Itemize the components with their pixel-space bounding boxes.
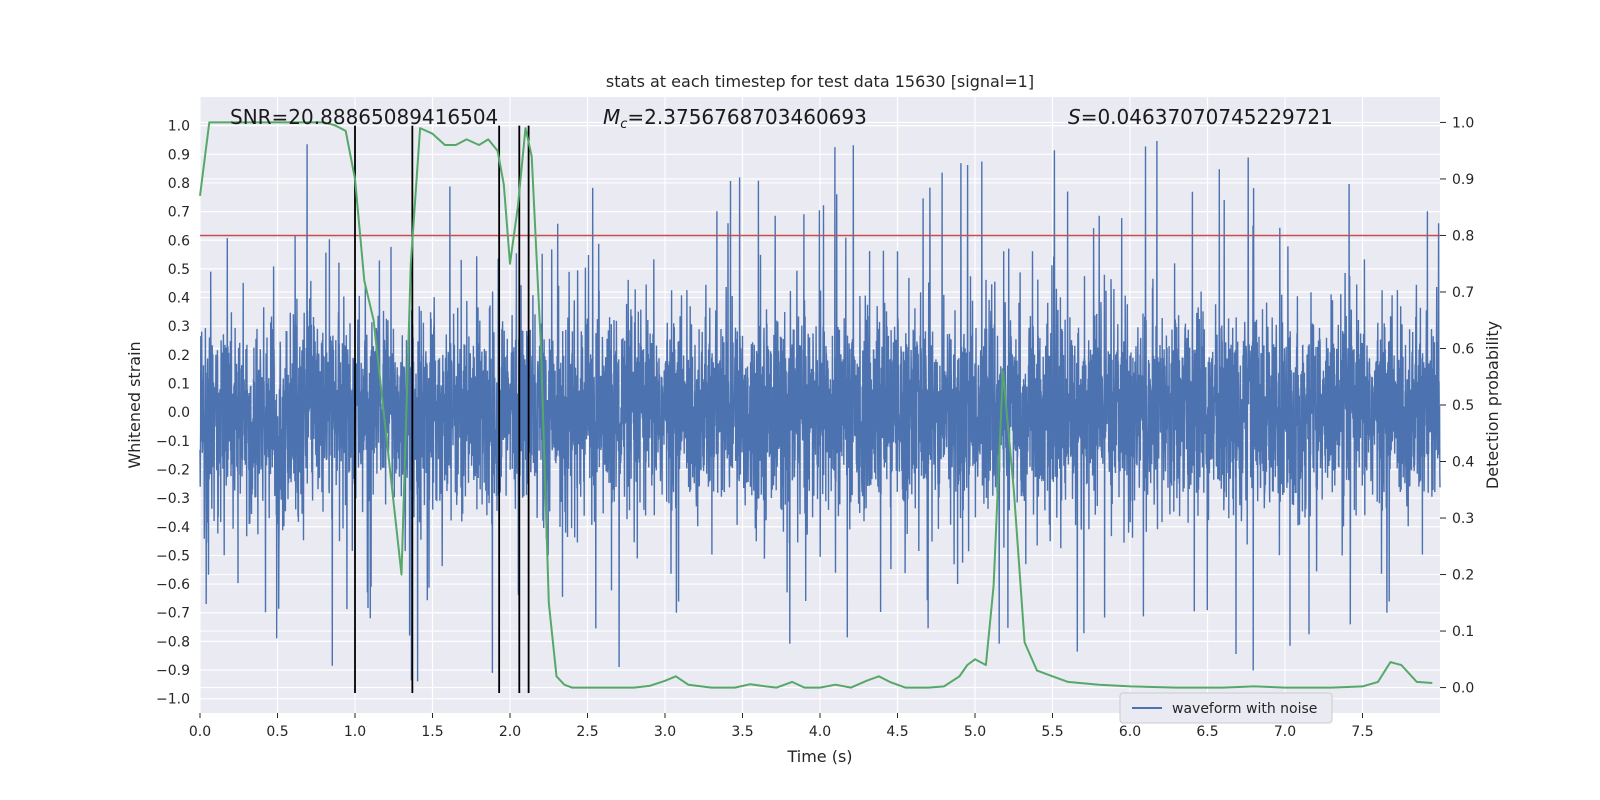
y-tick-label-8: −0.2 (156, 462, 190, 478)
legend-box (1119, 692, 1333, 724)
chirp-mass-symbol: M (603, 105, 620, 129)
x-tick-label-0: 0.0 (189, 724, 211, 740)
y-tick-label-20: 1.0 (168, 119, 190, 135)
vertical-markers (354, 125, 530, 693)
chart-title: stats at each timestep for test data 156… (606, 72, 1034, 91)
y2-tick-label-2: 0.2 (1452, 568, 1474, 584)
x-tick-label-1: 0.5 (266, 724, 288, 740)
x-tick-label-5: 2.5 (576, 724, 598, 740)
x-tick-label-11: 5.5 (1041, 724, 1063, 740)
x-tick-label-6: 3.0 (654, 724, 676, 740)
s-value: =0.04637070745229721 (1081, 105, 1333, 129)
x-tick-label-3: 1.5 (421, 724, 443, 740)
x-tick-label-9: 4.5 (886, 724, 908, 740)
y-tick-label-17: 0.7 (168, 205, 190, 221)
y2-tick-label-10: 1.0 (1452, 115, 1474, 131)
y2-tick-label-1: 0.1 (1452, 624, 1474, 640)
x-tick-label-10: 5.0 (964, 724, 986, 740)
legend-label: waveform with noise (1172, 701, 1317, 717)
x-tick-label-8: 4.0 (809, 724, 831, 740)
snr-annotation: SNR=20.88865089416504 (230, 105, 498, 129)
y-tick-label-12: 0.2 (168, 348, 190, 364)
s-symbol: S (1068, 105, 1081, 129)
y2-axis-ticks: 0.0 0.1 0.2 0.3 0.4 0.5 0.6 0.7 0.8 0.9 1.0 (1440, 115, 1474, 697)
waveform-with-noise-series (199, 140, 1441, 682)
y-tick-label-0: −1.0 (156, 692, 190, 708)
y2-tick-label-4: 0.4 (1452, 455, 1474, 471)
x-tick-label-14: 7.0 (1274, 724, 1296, 740)
y-tick-label-18: 0.8 (168, 176, 190, 192)
y-axis-ticks: −1.0 −0.9 −0.8 −0.7 −0.6 −0.5 −0.4 −0.3 −0.2 −0.1… (156, 119, 190, 708)
y2-tick-label-5: 0.5 (1452, 398, 1474, 414)
y-tick-label-1: −0.9 (156, 663, 190, 679)
y2-tick-label-9: 0.9 (1452, 172, 1474, 188)
x-tick-label-15: 7.5 (1351, 724, 1373, 740)
y-tick-label-7: −0.3 (156, 491, 190, 507)
x-tick-label-2: 1.0 (344, 724, 366, 740)
detection-probability-series (199, 121, 1433, 689)
y-axis-label: Whitened strain (125, 341, 144, 468)
y2-tick-label-8: 0.8 (1452, 228, 1474, 244)
y-tick-label-9: −0.1 (156, 434, 190, 450)
y-tick-label-4: −0.6 (156, 577, 190, 593)
y-tick-label-16: 0.6 (168, 233, 190, 249)
x-tick-label-13: 6.5 (1196, 724, 1218, 740)
y2-tick-label-6: 0.6 (1452, 341, 1474, 357)
chirp-mass-annotation: Mc=2.3756768703460693 (603, 105, 867, 132)
x-axis-label: Time (s) (786, 747, 852, 766)
probability-line (199, 121, 1433, 689)
x-tick-label-12: 6.0 (1119, 724, 1141, 740)
y-tick-label-2: −0.8 (156, 634, 190, 650)
x-tick-label-7: 3.5 (731, 724, 753, 740)
y-tick-label-11: 0.1 (168, 377, 190, 393)
y2-tick-label-3: 0.3 (1452, 511, 1474, 527)
y2-axis-label: Detection probability (1483, 321, 1502, 489)
y-tick-label-5: −0.5 (156, 548, 190, 564)
chirp-mass-value: =2.3756768703460693 (627, 105, 866, 129)
legend: waveform with noise (1119, 692, 1333, 724)
y2-tick-label-0: 0.0 (1452, 681, 1474, 697)
y2-tick-label-7: 0.7 (1452, 285, 1474, 301)
y-tick-label-10: 0.0 (168, 405, 190, 421)
s-annotation: S=0.04637070745229721 (1068, 105, 1333, 129)
y-tick-label-15: 0.5 (168, 262, 190, 278)
x-tick-label-4: 2.0 (499, 724, 521, 740)
y-tick-label-14: 0.4 (168, 291, 190, 307)
x-axis-ticks: 0.0 0.5 1.0 1.5 2.0 2.5 3.0 3.5 4.0 4.5 5.0 5.5 6.0 6… (189, 713, 1374, 740)
y-tick-label-6: −0.4 (156, 520, 190, 536)
y-tick-label-13: 0.3 (168, 319, 190, 335)
waveform-line (199, 140, 1441, 682)
chirp-mass-subscript: c (620, 117, 627, 132)
y-tick-label-3: −0.7 (156, 606, 190, 622)
y-tick-label-19: 0.9 (168, 147, 190, 163)
